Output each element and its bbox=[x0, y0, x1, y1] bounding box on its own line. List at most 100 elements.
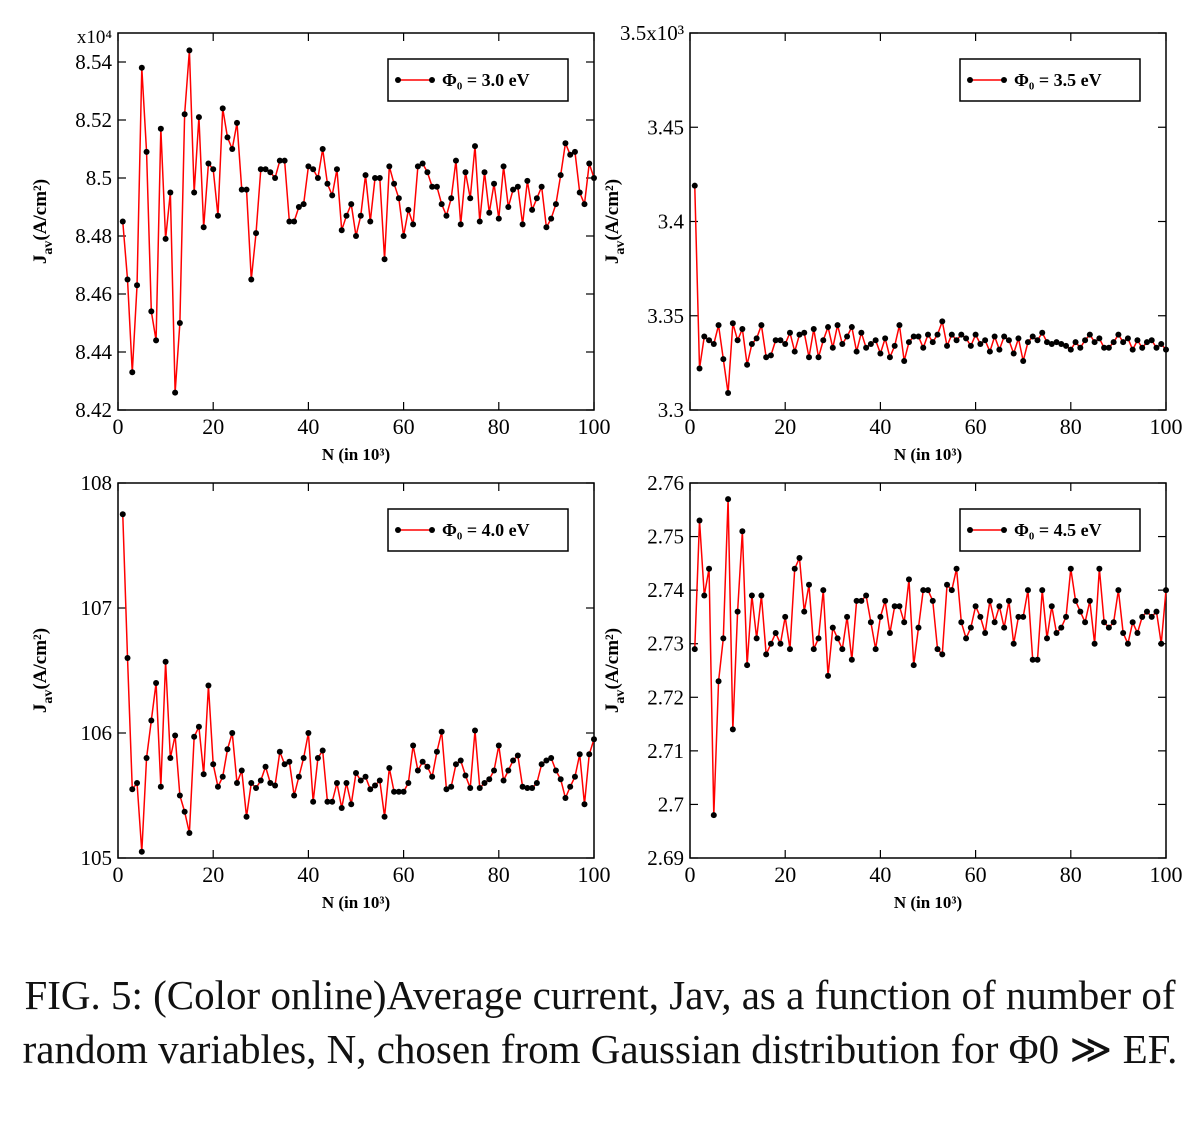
legend-marker bbox=[429, 527, 435, 533]
data-point bbox=[462, 772, 469, 779]
data-point bbox=[996, 603, 1003, 610]
data-point bbox=[825, 672, 832, 679]
data-point bbox=[510, 757, 517, 764]
data-point bbox=[514, 752, 521, 759]
data-point bbox=[414, 163, 421, 170]
data-point bbox=[767, 640, 774, 647]
y-tick-label: 8.5 bbox=[86, 166, 112, 190]
data-point bbox=[772, 337, 779, 344]
y-tick-label: 3.35 bbox=[647, 304, 684, 328]
data-point bbox=[157, 783, 164, 790]
data-point bbox=[758, 592, 765, 599]
data-point bbox=[944, 342, 951, 349]
data-point bbox=[367, 218, 374, 225]
data-point bbox=[591, 175, 597, 181]
data-point bbox=[820, 587, 827, 594]
data-point bbox=[886, 354, 893, 361]
data-point bbox=[1148, 613, 1155, 620]
data-point bbox=[848, 324, 855, 331]
data-point bbox=[1053, 339, 1060, 346]
data-point bbox=[195, 723, 202, 730]
data-point bbox=[691, 646, 698, 653]
data-point bbox=[348, 801, 355, 808]
data-point bbox=[1129, 346, 1136, 353]
data-point bbox=[810, 325, 817, 332]
data-point bbox=[476, 218, 483, 225]
plot-frame bbox=[117, 32, 595, 411]
data-point bbox=[1044, 339, 1050, 346]
data-point bbox=[510, 186, 517, 193]
data-point bbox=[305, 730, 312, 736]
data-point bbox=[744, 662, 751, 669]
y-tick-label: 3.5x10³ bbox=[620, 21, 684, 45]
data-point bbox=[720, 356, 727, 363]
data-point bbox=[291, 218, 298, 225]
plot-frame bbox=[117, 482, 595, 859]
x-tick-label: 20 bbox=[774, 414, 796, 439]
data-point bbox=[543, 224, 550, 231]
data-point bbox=[1034, 337, 1041, 344]
data-point bbox=[1024, 339, 1031, 346]
legend-box bbox=[387, 508, 569, 552]
data-point bbox=[986, 597, 993, 604]
data-point bbox=[977, 613, 984, 620]
series-line bbox=[122, 514, 595, 852]
data-point bbox=[1005, 337, 1012, 344]
data-point bbox=[734, 608, 741, 615]
data-point bbox=[424, 763, 431, 770]
data-point bbox=[257, 777, 264, 784]
data-point bbox=[715, 322, 722, 329]
data-point bbox=[982, 337, 989, 344]
data-point bbox=[405, 206, 412, 213]
data-point bbox=[391, 180, 398, 187]
data-point bbox=[710, 812, 717, 819]
y-label-sub: av bbox=[613, 690, 628, 704]
data-point bbox=[191, 733, 198, 740]
y-label-main: J bbox=[602, 255, 623, 265]
data-point bbox=[963, 635, 970, 642]
x-tick-label: 80 bbox=[488, 862, 510, 887]
data-point bbox=[448, 195, 455, 202]
data-point bbox=[720, 635, 727, 642]
data-point bbox=[1091, 640, 1098, 647]
data-point bbox=[257, 166, 264, 173]
caption: FIG. 5: (Color online)Average current, J… bbox=[22, 972, 1178, 1072]
y-tick-label: 3.3 bbox=[658, 398, 684, 422]
legend-marker bbox=[1001, 527, 1007, 533]
data-point bbox=[1077, 608, 1084, 615]
data-point bbox=[767, 352, 774, 359]
data-point bbox=[1039, 329, 1046, 336]
data-point bbox=[343, 212, 350, 219]
data-point bbox=[138, 848, 145, 855]
y-label-unit: (A/cm²) bbox=[30, 628, 51, 690]
y-tick-label: 2.72 bbox=[647, 685, 684, 709]
data-point bbox=[433, 748, 440, 755]
data-point bbox=[1058, 624, 1065, 631]
data-point bbox=[1105, 624, 1112, 631]
data-point bbox=[329, 192, 336, 199]
data-point bbox=[877, 350, 884, 357]
data-point bbox=[491, 180, 498, 187]
data-point bbox=[529, 206, 536, 213]
data-point bbox=[963, 335, 970, 342]
data-point bbox=[806, 581, 812, 588]
data-point bbox=[248, 780, 255, 786]
data-point bbox=[353, 233, 359, 239]
data-point bbox=[376, 175, 383, 181]
data-point bbox=[281, 761, 288, 768]
data-point bbox=[238, 186, 245, 193]
data-point bbox=[467, 785, 474, 791]
data-point bbox=[167, 755, 174, 761]
data-point bbox=[400, 788, 407, 795]
data-point bbox=[405, 780, 412, 786]
data-point bbox=[129, 369, 136, 376]
data-point bbox=[224, 746, 231, 753]
x-tick-label: 60 bbox=[965, 414, 987, 439]
data-point bbox=[243, 813, 250, 820]
data-point bbox=[148, 717, 155, 724]
x-axis-label: N (in 10³) bbox=[894, 893, 962, 912]
data-point bbox=[433, 183, 440, 190]
data-point bbox=[948, 331, 955, 338]
data-point bbox=[148, 308, 155, 315]
data-point bbox=[948, 587, 955, 594]
